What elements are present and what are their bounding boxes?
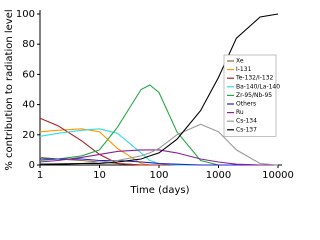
page: {"chart_data": {"type": "line", "x_label…: [4, 9, 294, 196]
chart: Time (days) % contribution to radiation …: [4, 9, 294, 196]
legend-label: Ru: [236, 109, 244, 116]
series-line: [39, 149, 278, 166]
legend-label: Te-132/I-132: [235, 75, 274, 82]
x-tick-label: 1000: [206, 170, 231, 181]
y-tick-label: 0: [29, 160, 35, 171]
y-tick-label: 60: [22, 69, 35, 80]
y-axis-label: % contribution to radiation level: [4, 9, 15, 170]
legend-label: Xe: [236, 58, 244, 65]
legend-label: Others: [236, 101, 256, 108]
x-tick-label: 100: [149, 170, 168, 181]
legend-label: Cs-134: [236, 118, 257, 125]
y-tick-label: 20: [22, 130, 35, 141]
legend-label: Ba-140/La-140: [236, 83, 280, 90]
series-line: [40, 13, 279, 165]
y-tick-label: 100: [16, 9, 35, 20]
x-tick-label: 10: [93, 170, 106, 181]
y-tick-label: 80: [22, 39, 35, 50]
legend-label: Zr-95/Nb-95: [236, 92, 272, 99]
series-line: [40, 158, 278, 166]
x-tick-label: 10000: [262, 170, 294, 181]
legend-label: I-131: [236, 66, 252, 73]
x-tick-label: 1: [37, 170, 43, 181]
y-tick-label: 40: [22, 100, 35, 111]
x-axis-label: Time (days): [129, 185, 189, 196]
legend-label: Cs-137: [236, 126, 257, 133]
